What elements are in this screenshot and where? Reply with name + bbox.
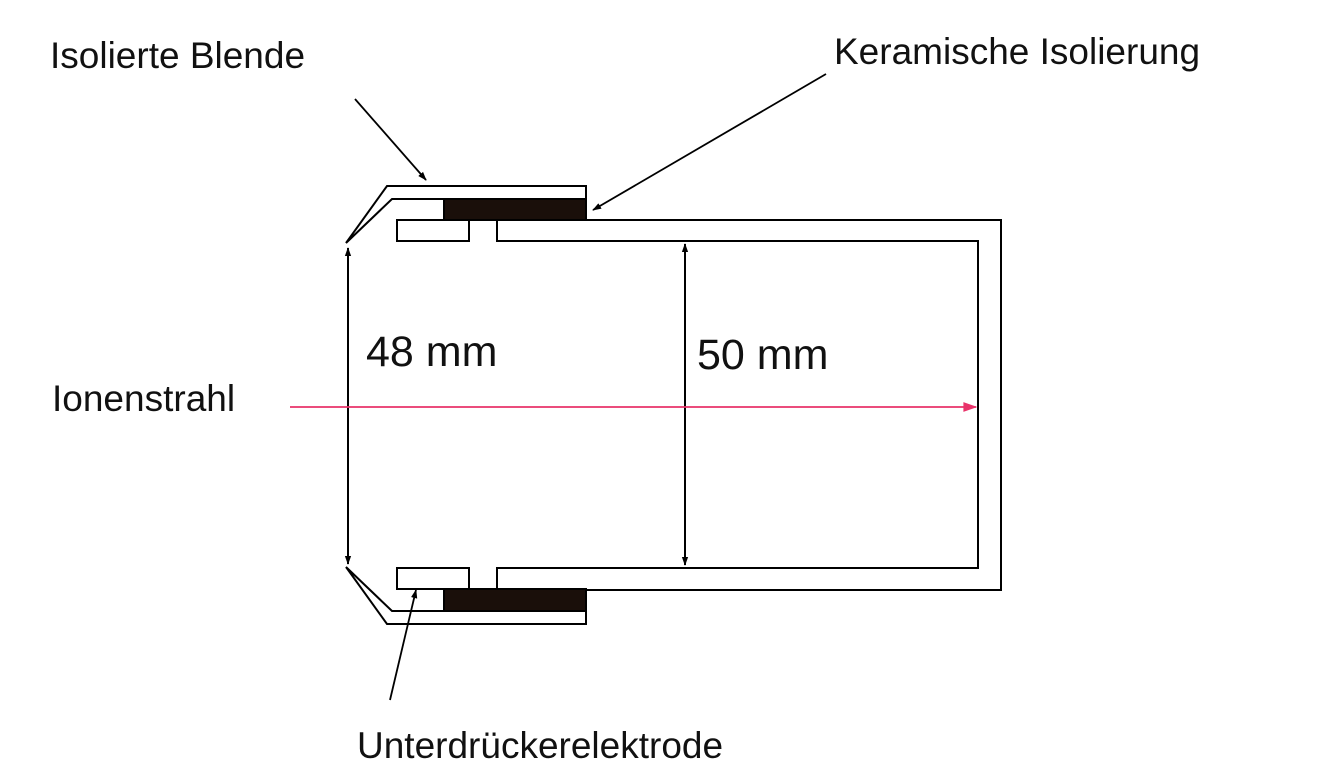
- ceramic-insulation-bottom: [443, 588, 587, 612]
- insulated-aperture-top: [345, 185, 587, 244]
- label-dimension-50mm: 50 mm: [697, 331, 828, 379]
- label-dimension-48mm: 48 mm: [366, 328, 497, 376]
- label-ceramic-insulation: Keramische Isolierung: [834, 31, 1200, 72]
- cup-body: [496, 219, 1002, 591]
- label-ion-beam: Ionenstrahl: [52, 378, 235, 419]
- suppressor-electrode-top: [396, 219, 470, 242]
- label-insulated-aperture: Isolierte Blende: [50, 35, 305, 76]
- suppressor-electrode-bottom: [396, 567, 470, 590]
- ceramic-insulation-top: [443, 198, 587, 221]
- leader-ceramic: [592, 73, 827, 211]
- label-suppressor-electrode: Unterdrückerelektrode: [357, 725, 723, 766]
- leader-suppressor: [389, 589, 418, 701]
- leader-aperture: [354, 98, 427, 181]
- insulated-aperture-bottom: [345, 566, 587, 625]
